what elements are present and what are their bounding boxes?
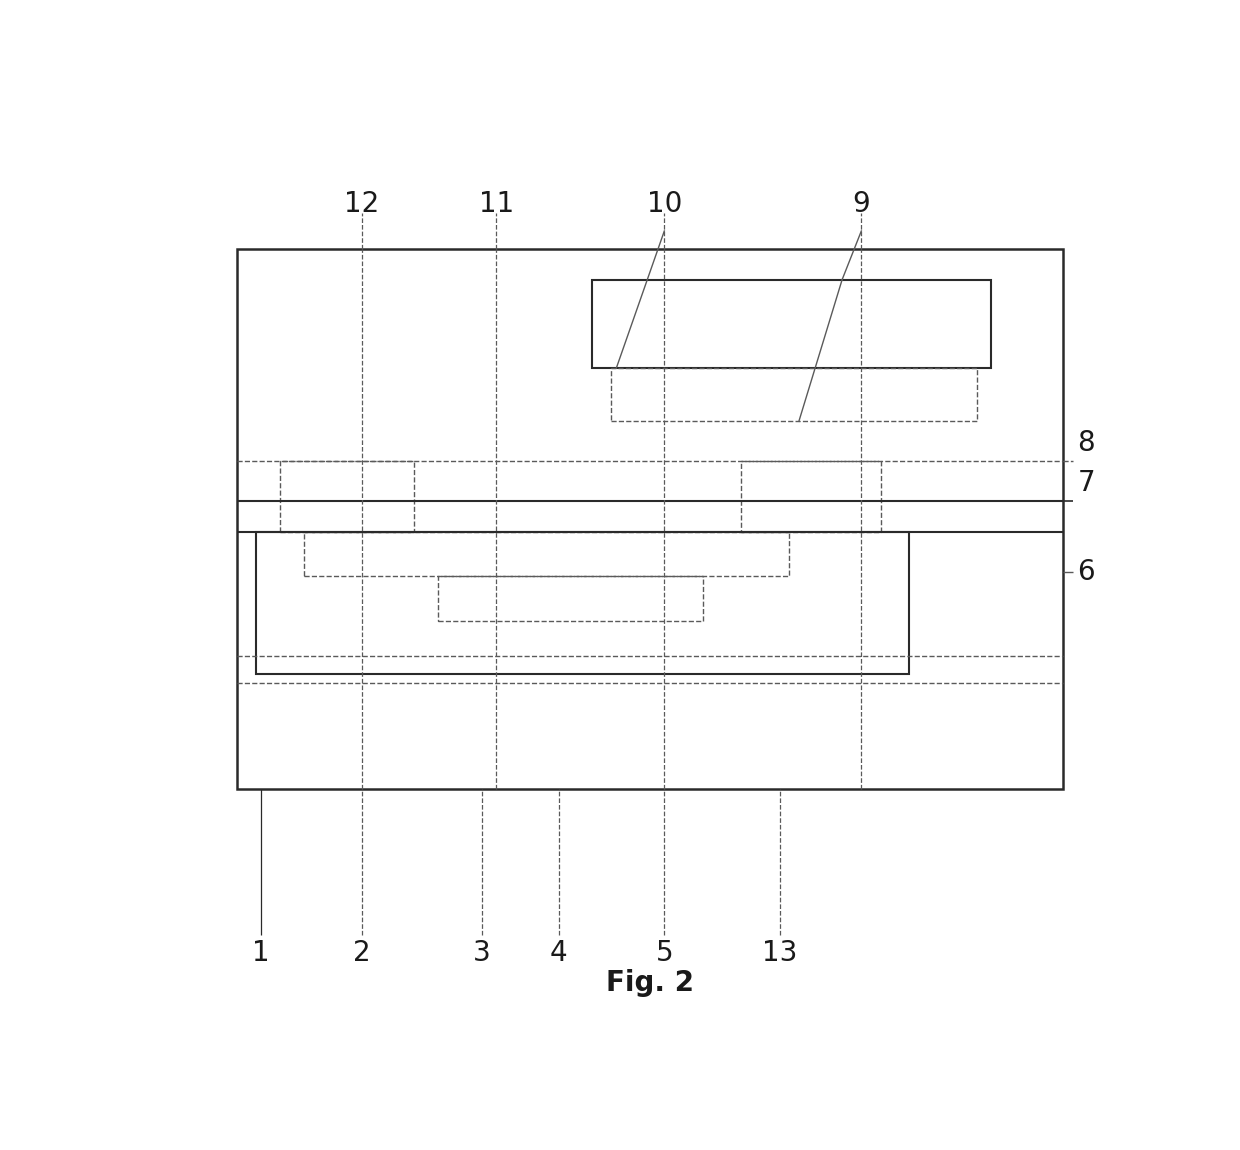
Text: 2: 2 bbox=[353, 938, 371, 967]
Bar bbox=[280, 461, 414, 532]
Text: 13: 13 bbox=[761, 938, 797, 967]
Text: 10: 10 bbox=[646, 191, 682, 218]
Text: 12: 12 bbox=[343, 191, 379, 218]
Text: 6: 6 bbox=[1078, 558, 1095, 585]
Bar bbox=[593, 279, 991, 368]
Text: 5: 5 bbox=[656, 938, 673, 967]
Bar bbox=[742, 461, 880, 532]
Bar bbox=[237, 248, 1063, 789]
Bar bbox=[304, 532, 789, 576]
Bar bbox=[439, 576, 703, 621]
Bar bbox=[611, 368, 977, 421]
Text: 11: 11 bbox=[479, 191, 513, 218]
Text: 7: 7 bbox=[1078, 469, 1095, 497]
Text: Fig. 2: Fig. 2 bbox=[606, 969, 694, 997]
Text: 4: 4 bbox=[549, 938, 568, 967]
Text: 8: 8 bbox=[1078, 429, 1095, 458]
Text: 3: 3 bbox=[472, 938, 491, 967]
Bar bbox=[255, 532, 909, 674]
Text: 9: 9 bbox=[852, 191, 870, 218]
Text: 1: 1 bbox=[252, 938, 269, 967]
